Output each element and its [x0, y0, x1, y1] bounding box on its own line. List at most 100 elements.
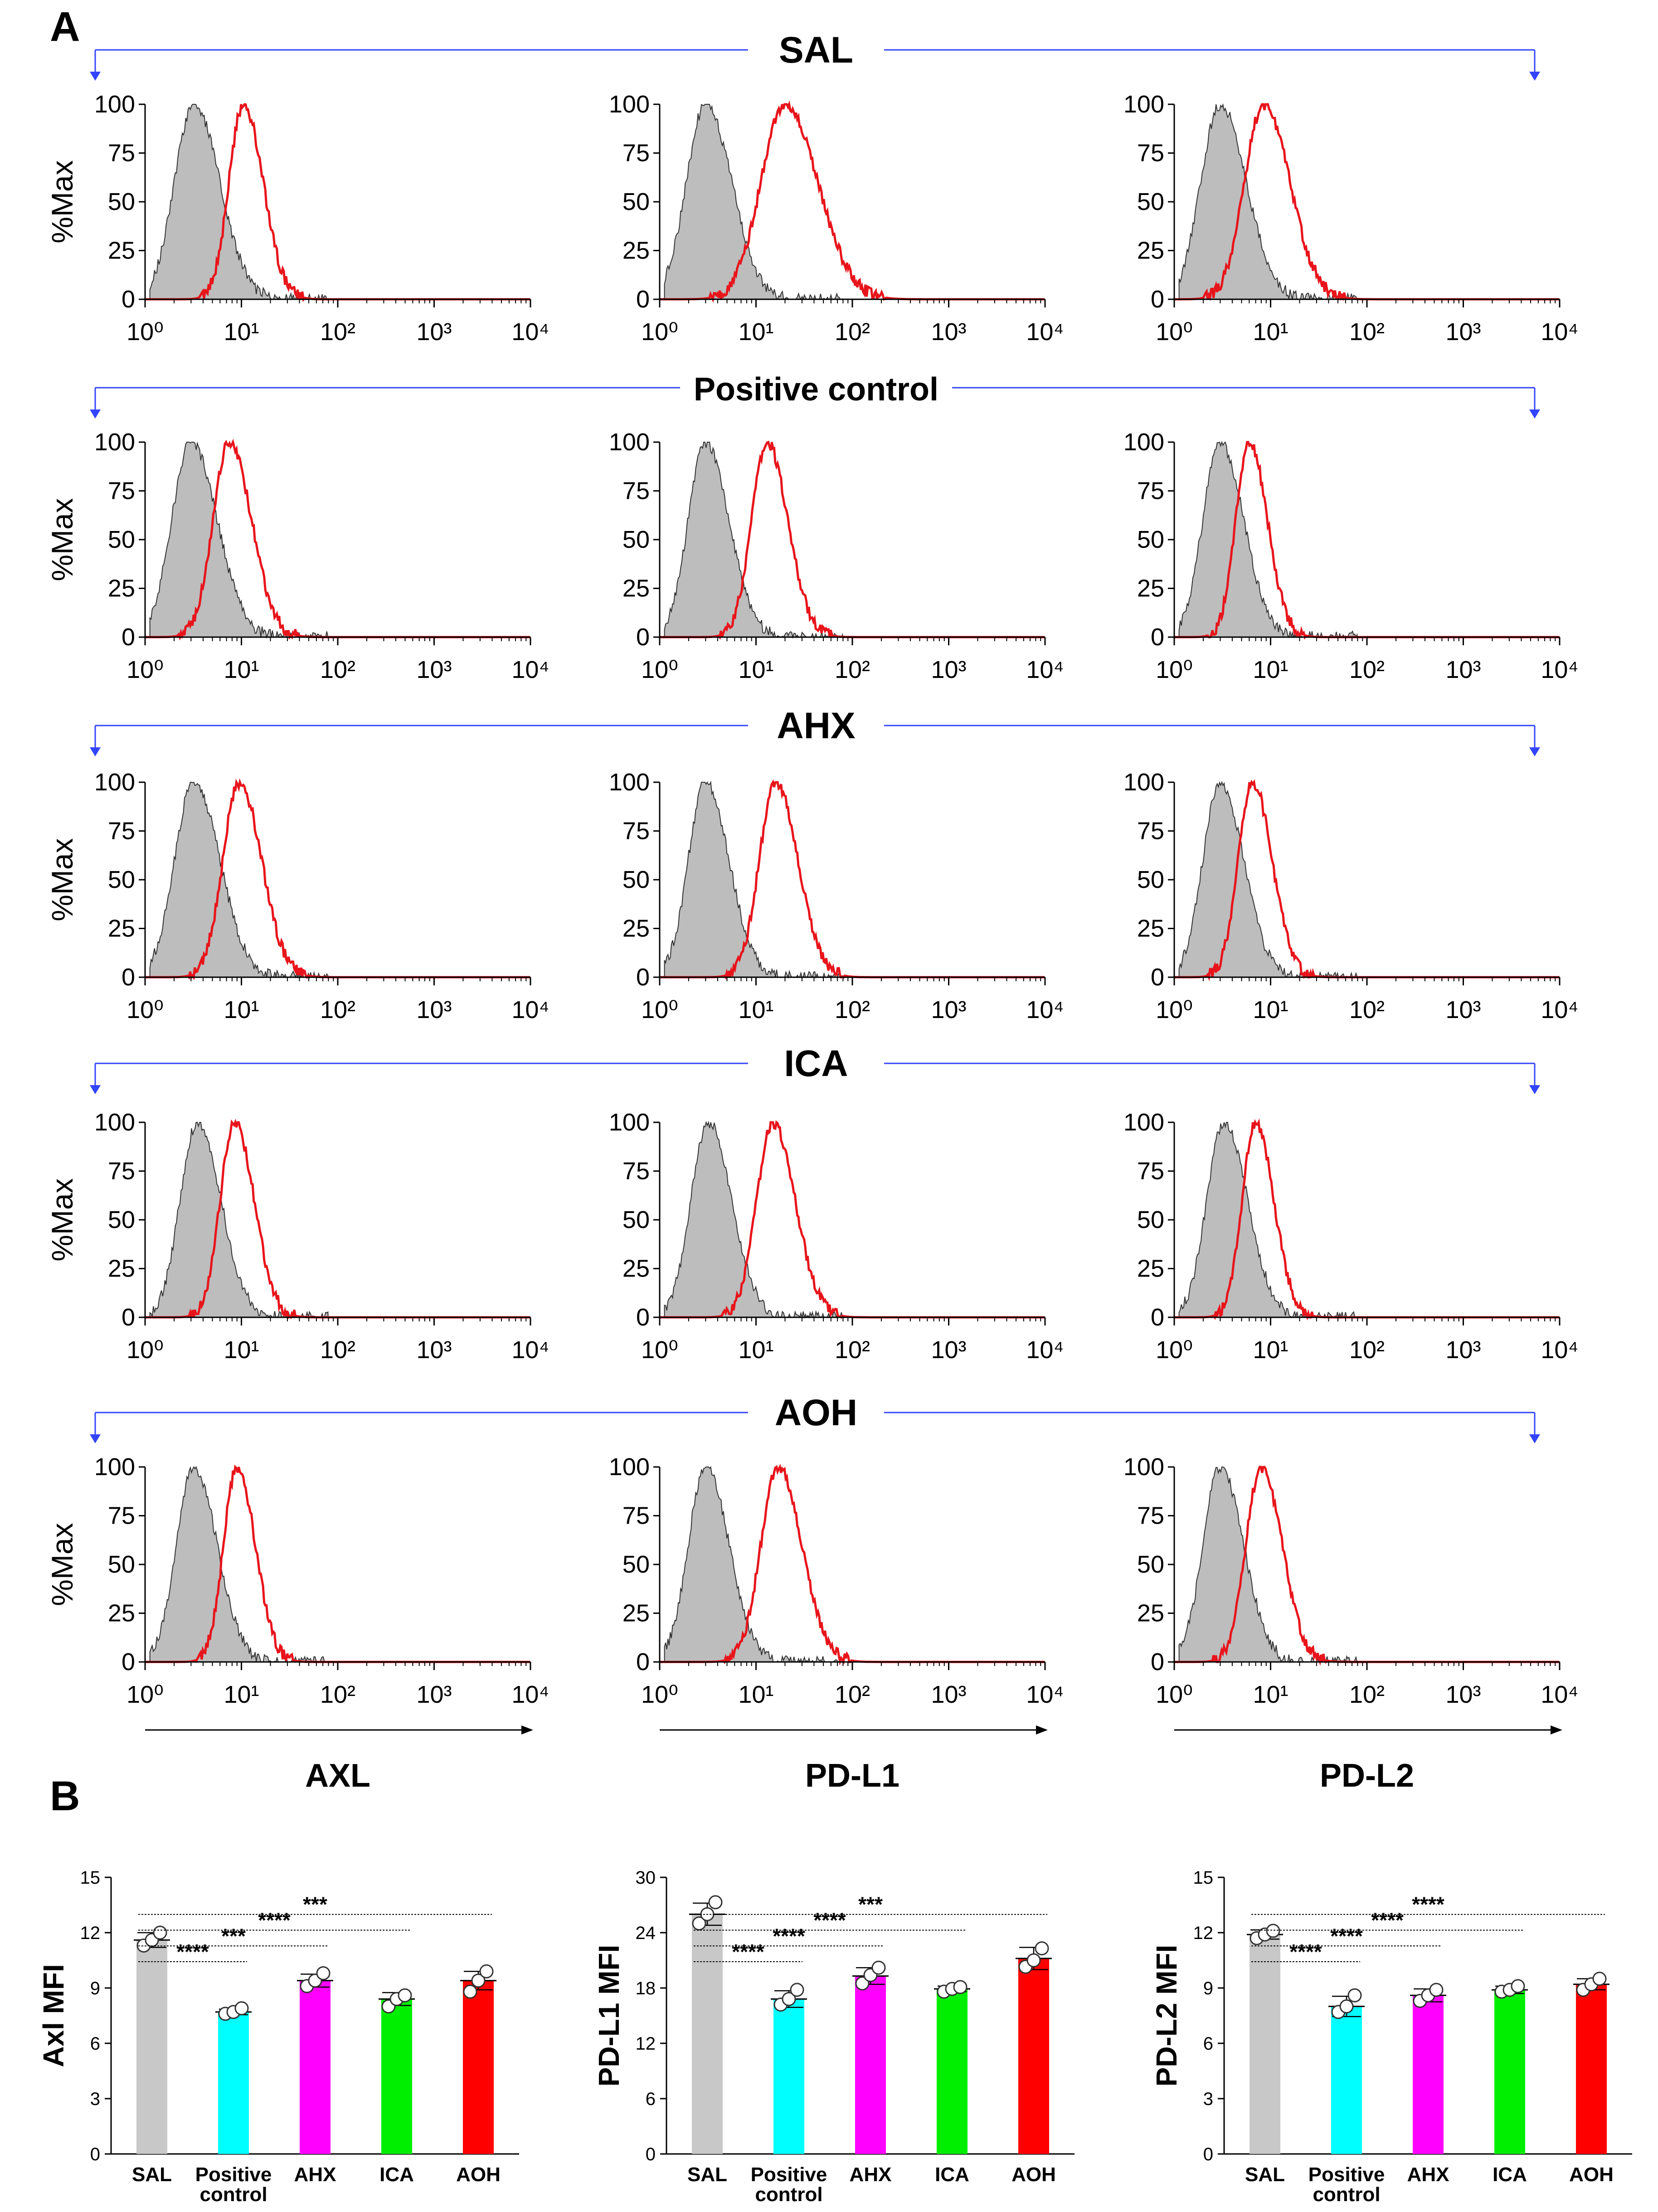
histogram-0-0: 0 25 50 75 100 10⁰ 10¹ 10² 10³ 10⁴ %Max — [45, 91, 549, 346]
data-point — [234, 2001, 249, 2016]
category-label: ICA — [1493, 2163, 1527, 2186]
category-label: control — [199, 2183, 267, 2206]
x-tick-label: 10⁴ — [1026, 1336, 1064, 1364]
x-tick-label: 10⁰ — [126, 996, 164, 1023]
significance-label: **** — [813, 1909, 846, 1932]
x-tick-label: 10² — [320, 1681, 355, 1708]
category-label: SAL — [1245, 2163, 1285, 2186]
x-tick-label: 10² — [835, 318, 870, 346]
significance-label: **** — [773, 1924, 805, 1948]
significance-label: *** — [303, 1893, 327, 1916]
significance-label: **** — [732, 1940, 764, 1964]
x-tick-label: 10⁰ — [1156, 656, 1193, 683]
y-tick-label: 25 — [622, 237, 650, 264]
y-tick-label: 75 — [622, 1502, 650, 1530]
bar — [136, 1940, 167, 2154]
data-point — [316, 1966, 331, 1980]
x-tick-label: 10⁴ — [511, 318, 549, 346]
x-tick-label: 10⁰ — [126, 656, 164, 683]
x-tick-label: 10⁴ — [511, 996, 549, 1023]
data-point — [153, 1925, 167, 1940]
x-tick-label: 10⁴ — [511, 656, 549, 683]
significance-label: **** — [176, 1940, 209, 1964]
y-tick-label: 15 — [1193, 1868, 1214, 1888]
panel-b-label: B — [50, 1773, 80, 1819]
significance-label: *** — [221, 1924, 246, 1948]
bar-y-label: PD-L2 MFI — [1150, 1945, 1183, 2087]
x-tick-label: 10³ — [931, 318, 966, 346]
group-title-backdrop — [748, 1041, 884, 1086]
y-tick-label: 75 — [622, 818, 650, 845]
y-tick-label: 0 — [636, 286, 650, 313]
x-tick-label: 10² — [835, 1336, 870, 1364]
group-title-backdrop — [680, 365, 952, 410]
y-tick-label: 0 — [1151, 1648, 1164, 1676]
isotype-histogram — [1178, 103, 1358, 301]
histogram-4-2: 0 25 50 75 100 10⁰ 10¹ 10² 10³ 10⁴ PD-L2 — [1123, 1453, 1579, 1794]
y-tick-label: 0 — [646, 2144, 656, 2164]
y-tick-label: 50 — [1137, 188, 1164, 215]
x-tick-label: 10¹ — [224, 318, 259, 346]
y-tick-label: 25 — [622, 1600, 650, 1627]
marker-label: PD-L2 — [1320, 1758, 1414, 1794]
y-tick-label: 100 — [609, 429, 650, 456]
y-tick-label: 100 — [1123, 91, 1164, 118]
x-tick-label: 10² — [1349, 318, 1385, 346]
x-tick-label: 10⁰ — [126, 1681, 164, 1708]
y-tick-label: 6 — [1203, 2034, 1213, 2054]
y-tick-label: 0 — [90, 2144, 100, 2164]
histogram-y-label: %Max — [45, 1523, 79, 1606]
x-tick-label: 10¹ — [1253, 656, 1288, 683]
histogram-3-0: 0 25 50 75 100 10⁰ 10¹ 10² 10³ 10⁴ %Max — [45, 1109, 549, 1364]
x-tick-label: 10⁴ — [1541, 996, 1578, 1023]
y-tick-label: 25 — [108, 1255, 135, 1282]
group-title-backdrop — [748, 1390, 884, 1435]
y-tick-label: 100 — [94, 769, 135, 796]
bracket-arrow-right-icon — [1529, 72, 1540, 81]
category-label: AOH — [1011, 2163, 1056, 2186]
group-title: Positive control — [694, 371, 938, 408]
data-point — [479, 1964, 494, 1978]
data-point — [1339, 1999, 1354, 2014]
y-tick-label: 75 — [1137, 477, 1164, 505]
x-tick-label: 10¹ — [738, 318, 773, 346]
histogram-y-label: %Max — [45, 838, 79, 921]
x-tick-label: 10³ — [931, 1336, 966, 1364]
category-label: Positive — [751, 2163, 827, 2186]
bar — [1413, 1995, 1444, 2154]
significance-label: **** — [1371, 1909, 1404, 1932]
bar — [773, 1999, 804, 2154]
histogram-row-4: AOH 0 25 50 75 100 10⁰ 10¹ 10² 10³ 10⁴ %Max AXL 0 25 50… — [45, 1390, 1579, 1794]
y-tick-label: 0 — [1203, 2144, 1213, 2164]
category-label: Positive — [195, 2163, 272, 2186]
isotype-histogram — [664, 103, 844, 301]
isotype-histogram — [664, 780, 843, 979]
category-label: SAL — [687, 2163, 727, 2186]
data-point — [871, 1960, 886, 1975]
x-tick-label: 10² — [1349, 1336, 1385, 1364]
y-tick-label: 50 — [108, 188, 135, 215]
x-tick-label: 10³ — [931, 1681, 966, 1708]
x-tick-label: 10³ — [931, 656, 966, 683]
histogram-1-0: 0 25 50 75 100 10⁰ 10¹ 10² 10³ 10⁴ %Max — [45, 429, 549, 683]
x-tick-label: 10² — [835, 656, 870, 683]
histogram-4-0: 0 25 50 75 100 10⁰ 10¹ 10² 10³ 10⁴ %Max AXL — [45, 1453, 549, 1794]
y-tick-label: 0 — [122, 286, 135, 313]
y-tick-label: 0 — [1151, 286, 1164, 313]
histogram-y-label: %Max — [45, 160, 79, 243]
y-tick-label: 100 — [94, 91, 135, 118]
x-tick-label: 10⁰ — [126, 318, 164, 346]
y-tick-label: 3 — [1203, 2089, 1213, 2109]
group-title-backdrop — [748, 27, 884, 73]
marker-label: PD-L1 — [805, 1758, 900, 1794]
y-tick-label: 100 — [94, 429, 135, 456]
x-tick-label: 10¹ — [224, 1681, 259, 1708]
y-tick-label: 100 — [1123, 769, 1164, 796]
bracket-arrow-right-icon — [1529, 1434, 1540, 1443]
significance-label: **** — [1330, 1924, 1363, 1948]
y-tick-label: 0 — [122, 964, 135, 991]
bar — [381, 1999, 412, 2154]
histogram-row-3: ICA 0 25 50 75 100 10⁰ 10¹ 10² 10³ 10⁴ %Max 0 25 50 75 1… — [45, 1041, 1579, 1364]
